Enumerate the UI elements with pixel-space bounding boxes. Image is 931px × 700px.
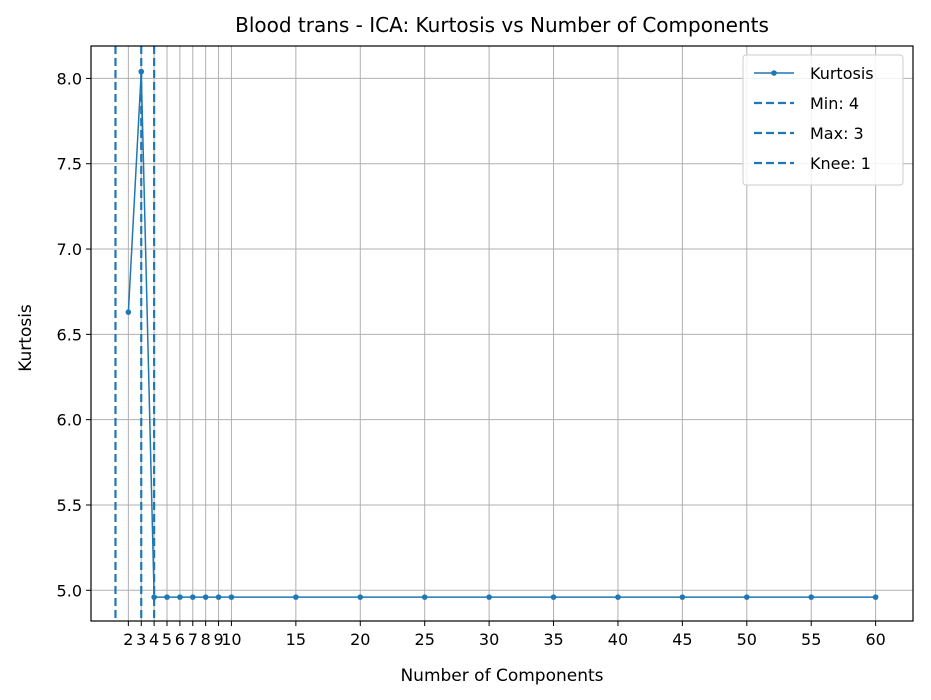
legend-label: Max: 3	[810, 124, 864, 143]
x-tick-label: 25	[415, 630, 435, 649]
x-tick-label: 6	[175, 630, 185, 649]
legend-marker	[771, 70, 777, 76]
x-tick-label: 45	[672, 630, 692, 649]
x-tick-label: 8	[201, 630, 211, 649]
y-tick-label: 5.0	[57, 581, 82, 600]
x-tick-label: 40	[608, 630, 628, 649]
data-point	[615, 594, 621, 600]
x-tick-label: 20	[350, 630, 370, 649]
data-point	[138, 68, 145, 75]
data-point	[189, 594, 196, 600]
data-point	[177, 594, 183, 600]
data-point	[293, 594, 299, 600]
series	[125, 68, 879, 600]
data-point	[215, 594, 222, 600]
y-tick-label: 8.0	[57, 69, 82, 88]
data-point	[357, 594, 364, 600]
plot-frame	[90, 45, 914, 622]
x-tick-label: 5	[162, 630, 172, 649]
x-tick-label: 50	[737, 630, 757, 649]
data-point	[679, 594, 686, 600]
data-point	[228, 594, 235, 600]
legend-box	[742, 54, 904, 186]
data-point	[164, 594, 170, 600]
y-tick-label: 6.5	[57, 325, 82, 344]
x-ticks: 2 3 4 5 6 7 8 910 15 20 25 30 35 40 45 50 55 60	[123, 621, 886, 649]
x-tick-label: 2	[123, 630, 133, 649]
legend-label: Knee: 1	[810, 154, 871, 173]
data-point	[421, 594, 428, 600]
y-tick-label: 7.5	[57, 155, 82, 174]
x-tick-label: 55	[801, 630, 821, 649]
x-tick-label: 9	[213, 630, 223, 649]
x-tick-label: 4	[149, 630, 159, 649]
data-point	[743, 594, 750, 600]
legend: Kurtosis Min: 4 Max: 3 Knee: 1	[742, 54, 904, 186]
y-tick-label: 7.0	[57, 240, 82, 259]
data-point	[808, 594, 815, 600]
data-point	[486, 594, 492, 600]
grid	[91, 46, 913, 621]
y-ticks: 5.0 5.5 6.0 6.5 7.0 7.5 8.0	[57, 69, 91, 600]
x-tick-label: 3	[136, 630, 146, 649]
data-point	[125, 309, 132, 315]
legend-label: Kurtosis	[810, 64, 874, 83]
data-point	[550, 594, 557, 600]
y-tick-label: 5.5	[57, 496, 82, 515]
x-tick-label: 60	[865, 630, 885, 649]
y-axis-label: Kurtosis	[16, 304, 36, 372]
legend-label: Min: 4	[810, 94, 859, 113]
x-tick-label: 35	[543, 630, 563, 649]
data-point	[872, 594, 879, 600]
x-tick-label: 10	[221, 630, 241, 649]
x-tick-label: 30	[479, 630, 499, 649]
data-point	[202, 594, 209, 600]
x-tick-label: 15	[286, 630, 306, 649]
data-point	[151, 594, 157, 600]
x-axis-label: Number of Components	[400, 666, 603, 686]
x-tick-label: 7	[188, 630, 198, 649]
chart-title: Blood trans - ICA: Kurtosis vs Number of…	[235, 13, 769, 37]
y-tick-label: 6.0	[57, 411, 82, 430]
